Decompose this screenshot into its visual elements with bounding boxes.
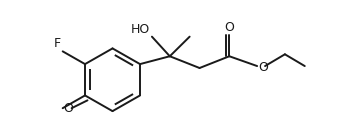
Text: O: O	[225, 21, 234, 34]
Text: O: O	[258, 61, 268, 74]
Text: HO: HO	[131, 23, 150, 36]
Text: F: F	[53, 37, 61, 50]
Text: O: O	[64, 102, 74, 115]
